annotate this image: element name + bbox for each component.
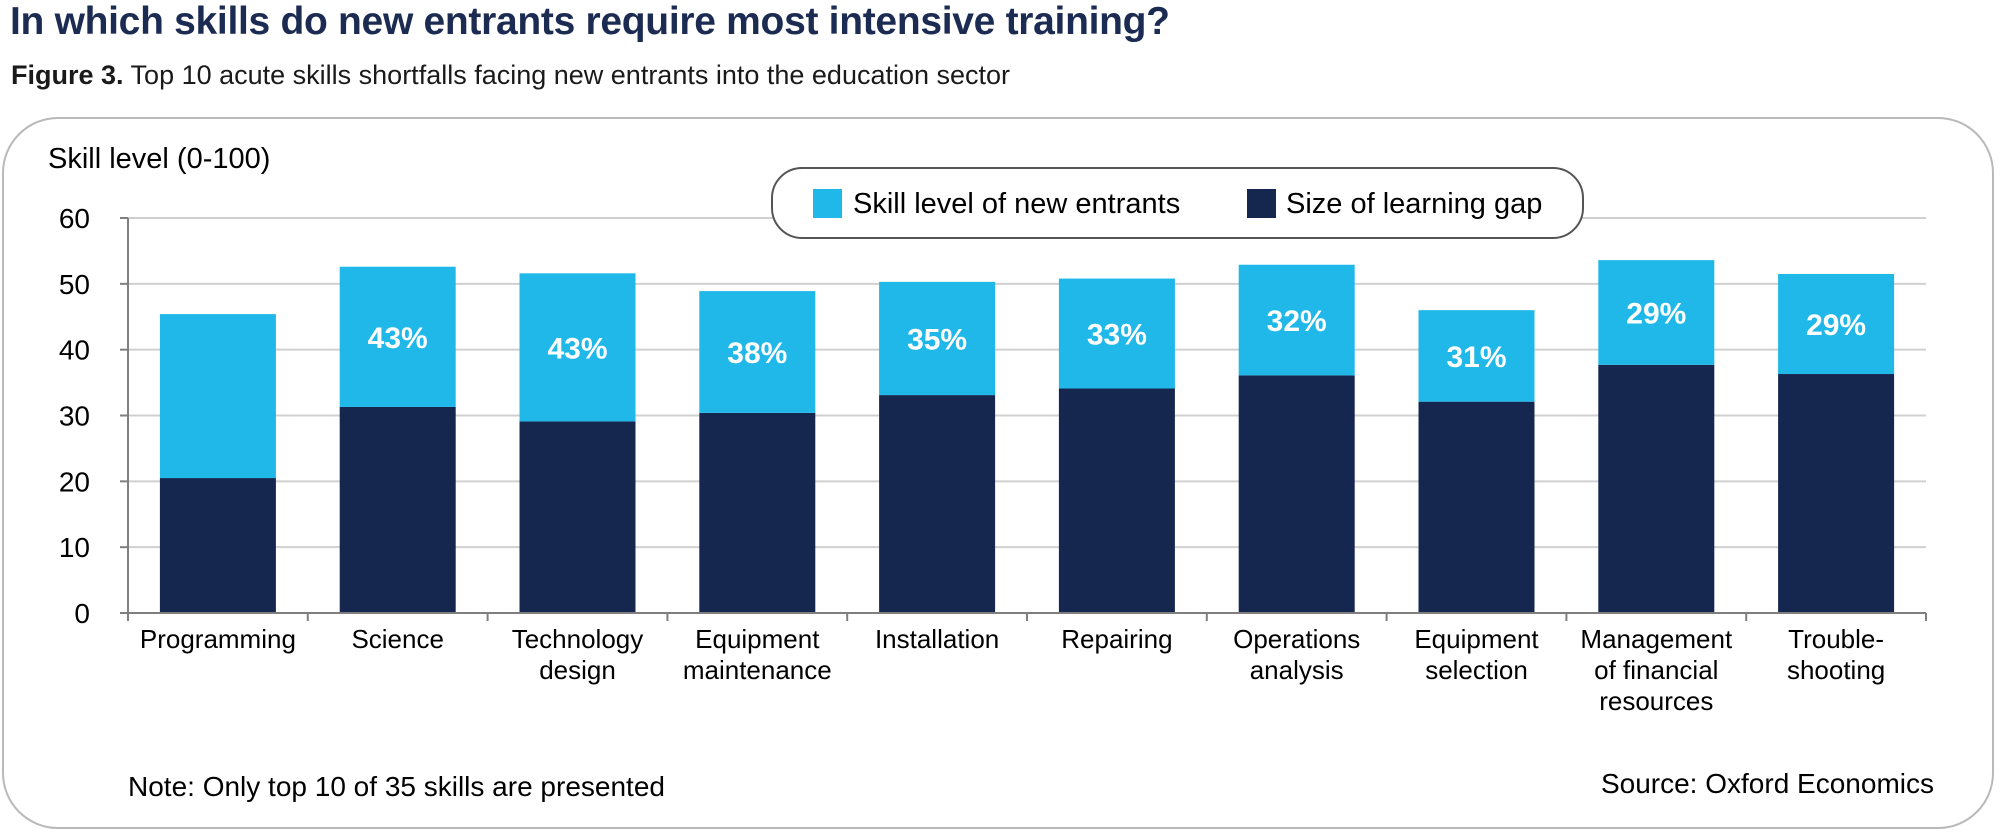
legend-label-skill-level: Skill level of new entrants xyxy=(853,188,1180,220)
data-label: 43% xyxy=(547,332,607,365)
bar-learning-gap xyxy=(879,281,996,396)
bar-learning-gap xyxy=(1598,260,1715,365)
data-label: 33% xyxy=(1087,319,1147,352)
category-label: analysis xyxy=(1250,655,1344,685)
bar-learning-gap xyxy=(339,266,456,407)
bar-skill-level xyxy=(339,406,456,613)
y-tick-label: 40 xyxy=(59,335,90,366)
data-label: 29% xyxy=(1626,297,1686,330)
bar-learning-gap xyxy=(519,273,636,422)
category-label: design xyxy=(539,655,616,685)
data-label: 32% xyxy=(1267,305,1327,338)
legend-swatch-learning-gap xyxy=(1247,189,1276,218)
bar-learning-gap xyxy=(1418,310,1535,402)
bars xyxy=(159,260,1895,613)
y-tick-label: 20 xyxy=(59,466,90,497)
category-label: Technology xyxy=(512,624,644,654)
bar-skill-level xyxy=(1418,401,1535,613)
data-label: 38% xyxy=(727,337,787,370)
data-label: 31% xyxy=(1446,341,1506,374)
bar-learning-gap xyxy=(1238,264,1355,376)
bar-skill-level xyxy=(1598,364,1715,613)
category-label: of financial xyxy=(1594,655,1718,685)
chart-panel xyxy=(2,117,1994,829)
category-label: Operations xyxy=(1233,624,1360,654)
figure-label: Figure 3. xyxy=(11,60,124,90)
bar-skill-level xyxy=(699,412,816,613)
y-tick-label: 10 xyxy=(59,532,90,563)
y-tick-label: 50 xyxy=(59,269,90,300)
category-label: Science xyxy=(351,624,444,654)
category-label: Equipment xyxy=(1414,624,1539,654)
bar-learning-gap xyxy=(1058,278,1175,389)
chart-source: Source: Oxford Economics xyxy=(1600,768,1934,799)
data-label: 29% xyxy=(1806,309,1866,342)
y-axis-title: Skill level (0-100) xyxy=(48,143,270,175)
axes xyxy=(127,218,1927,621)
data-labels: 43% 43% 38% 35% 33% 32% 31% 29% 29% xyxy=(368,297,1866,373)
figure-caption: Figure 3. Top 10 acute skills shortfalls… xyxy=(11,60,1010,91)
category-label: resources xyxy=(1599,686,1713,716)
bar-skill-level xyxy=(1238,375,1355,613)
category-label: shooting xyxy=(1787,655,1885,685)
y-tick-label: 30 xyxy=(59,401,90,432)
y-tick-label: 0 xyxy=(74,598,90,629)
bar-learning-gap xyxy=(699,291,816,413)
figure-caption-text: Top 10 acute skills shortfalls facing ne… xyxy=(130,60,1011,90)
category-label: selection xyxy=(1425,655,1528,685)
data-label: 35% xyxy=(907,323,967,356)
bar-learning-gap xyxy=(1778,273,1895,375)
bar-skill-level xyxy=(1778,374,1895,613)
y-tick-labels: 0 10 20 30 40 50 60 xyxy=(59,203,90,629)
category-label: Equipment xyxy=(695,624,820,654)
category-label: Installation xyxy=(875,624,999,654)
category-label: maintenance xyxy=(683,655,832,685)
category-label: Trouble- xyxy=(1788,624,1884,654)
page-headline: In which skills do new entrants require … xyxy=(10,0,1170,43)
chart-note: Note: Only top 10 of 35 skills are prese… xyxy=(128,771,665,802)
legend-label-learning-gap: Size of learning gap xyxy=(1286,188,1542,220)
bar-skill-level xyxy=(1058,388,1175,613)
legend: Skill level of new entrants Size of lear… xyxy=(771,167,1584,239)
category-label: Programming xyxy=(140,624,296,654)
bar-skill-level xyxy=(519,421,636,613)
category-label: Management xyxy=(1580,624,1733,654)
legend-swatch-skill-level xyxy=(813,189,842,218)
bar-skill-level xyxy=(159,478,276,613)
data-label: 43% xyxy=(368,322,428,355)
legend-box xyxy=(771,167,1584,239)
bar-skill-level xyxy=(879,395,996,613)
category-label: Repairing xyxy=(1061,624,1172,654)
y-tick-label: 60 xyxy=(59,203,90,234)
bar-learning-gap xyxy=(159,314,276,479)
